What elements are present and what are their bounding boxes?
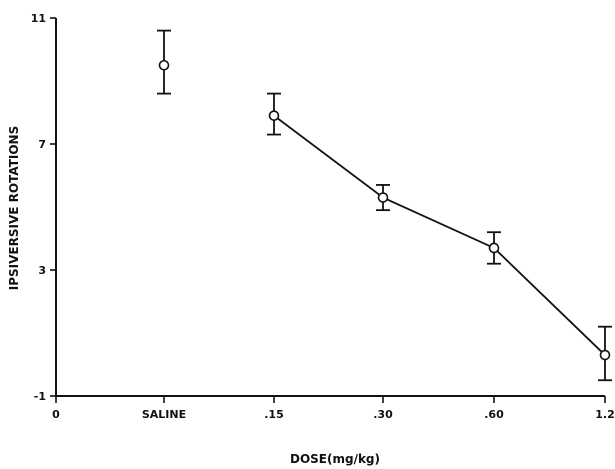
data-series xyxy=(157,29,612,382)
x-tick-label: 1.2 xyxy=(595,408,615,421)
x-tick-label: .15 xyxy=(264,408,284,421)
y-tick-label: -1 xyxy=(34,390,46,403)
data-point xyxy=(377,192,389,203)
y-axis-ticks: -1 3 7 11 xyxy=(31,12,56,403)
x-tick-label: 0 xyxy=(52,408,60,421)
x-axis-title: DOSE(mg/kg) xyxy=(290,452,380,466)
y-tick-label: 11 xyxy=(31,12,46,25)
data-point xyxy=(158,59,170,71)
y-tick-label: 3 xyxy=(38,264,46,277)
x-tick-label: SALINE xyxy=(142,408,186,421)
y-axis-title: IPSIVERSIVE ROTATIONS xyxy=(7,126,21,290)
data-point xyxy=(268,110,280,121)
x-axis-ticks: 0 SALINE .15 .30 .60 1.2 xyxy=(52,396,615,421)
data-point xyxy=(488,242,500,254)
data-point xyxy=(599,349,611,361)
series-line xyxy=(273,114,606,356)
x-tick-label: .30 xyxy=(373,408,393,421)
y-tick-label: 7 xyxy=(38,138,46,151)
x-tick-label: .60 xyxy=(484,408,504,421)
